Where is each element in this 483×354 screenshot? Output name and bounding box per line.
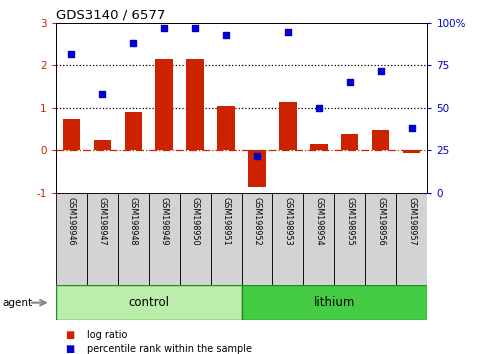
- Text: GSM198952: GSM198952: [253, 196, 261, 245]
- Text: GSM198949: GSM198949: [159, 196, 169, 245]
- Bar: [403, 150, 421, 153]
- Bar: [211, 193, 242, 285]
- Text: log ratio: log ratio: [87, 330, 128, 339]
- Point: [408, 126, 416, 131]
- Bar: [334, 193, 366, 285]
- Bar: [397, 193, 427, 285]
- Point: [377, 68, 385, 73]
- Point: [284, 29, 292, 34]
- Bar: [86, 193, 117, 285]
- Bar: [341, 134, 358, 150]
- Point: [98, 92, 106, 97]
- Text: GSM198947: GSM198947: [98, 196, 107, 245]
- Bar: [125, 112, 142, 150]
- Text: GSM198953: GSM198953: [284, 196, 293, 245]
- Point: [253, 153, 261, 158]
- Text: GSM198956: GSM198956: [376, 196, 385, 245]
- Point: [346, 80, 354, 85]
- Text: agent: agent: [2, 298, 32, 308]
- Bar: [156, 59, 172, 150]
- Bar: [62, 119, 80, 150]
- Text: ■: ■: [65, 344, 74, 354]
- Text: GSM198951: GSM198951: [222, 196, 230, 245]
- Bar: [117, 193, 149, 285]
- Point: [315, 105, 323, 111]
- Bar: [186, 59, 203, 150]
- Text: ■: ■: [65, 330, 74, 339]
- Point: [222, 32, 230, 38]
- Bar: [56, 285, 242, 320]
- Text: GSM198948: GSM198948: [128, 196, 138, 245]
- Bar: [280, 102, 297, 150]
- Bar: [366, 193, 397, 285]
- Bar: [272, 193, 303, 285]
- Text: GSM198957: GSM198957: [408, 196, 416, 245]
- Text: GSM198954: GSM198954: [314, 196, 324, 245]
- Bar: [242, 285, 427, 320]
- Text: GSM198955: GSM198955: [345, 196, 355, 245]
- Text: GDS3140 / 6577: GDS3140 / 6577: [56, 9, 165, 22]
- Point: [67, 51, 75, 56]
- Bar: [180, 193, 211, 285]
- Bar: [217, 106, 235, 150]
- Bar: [311, 144, 327, 150]
- Bar: [242, 193, 272, 285]
- Bar: [56, 193, 86, 285]
- Point: [160, 25, 168, 31]
- Point: [129, 41, 137, 46]
- Text: percentile rank within the sample: percentile rank within the sample: [87, 344, 252, 354]
- Bar: [149, 193, 180, 285]
- Bar: [94, 140, 111, 150]
- Bar: [248, 150, 266, 187]
- Bar: [372, 130, 389, 150]
- Text: lithium: lithium: [314, 296, 355, 309]
- Text: control: control: [128, 296, 169, 309]
- Point: [191, 25, 199, 31]
- Bar: [303, 193, 334, 285]
- Text: GSM198946: GSM198946: [67, 196, 75, 245]
- Text: GSM198950: GSM198950: [190, 196, 199, 245]
